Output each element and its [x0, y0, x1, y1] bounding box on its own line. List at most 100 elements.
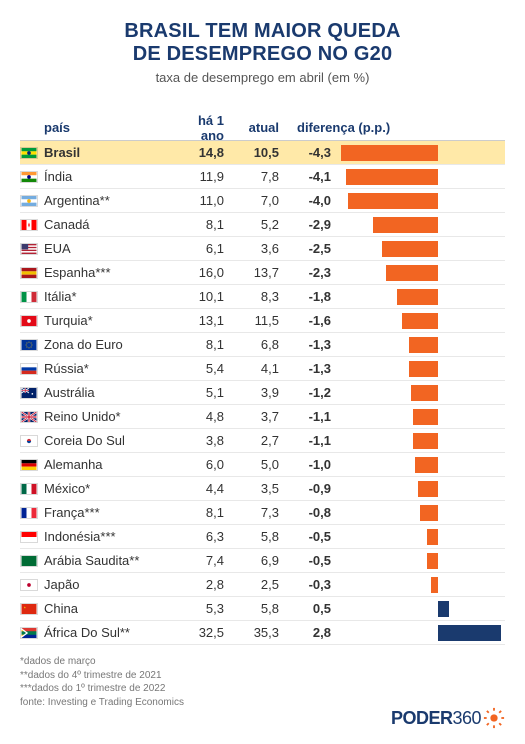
flag-icon — [20, 267, 42, 279]
cell-diff: -1,0 — [287, 457, 337, 472]
cell-curr: 7,0 — [232, 193, 287, 208]
cell-country: Reino Unido* — [42, 409, 172, 424]
cell-curr: 35,3 — [232, 625, 287, 640]
flag-icon — [20, 315, 42, 327]
cell-country: África Do Sul** — [42, 625, 172, 640]
diff-bar — [337, 549, 505, 572]
diff-bar — [337, 597, 505, 620]
cell-diff: -4,3 — [287, 145, 337, 160]
cell-prev: 11,0 — [172, 193, 232, 208]
cell-country: Alemanha — [42, 457, 172, 472]
cell-curr: 3,5 — [232, 481, 287, 496]
cell-diff: -2,9 — [287, 217, 337, 232]
header-country: país — [42, 120, 172, 135]
chart-subtitle: taxa de desemprego em abril (em %) — [20, 70, 505, 85]
table-row: Turquia* 13,1 11,5 -1,6 — [20, 309, 505, 333]
flag-icon — [20, 507, 42, 519]
diff-bar — [337, 501, 505, 524]
cell-curr: 6,8 — [232, 337, 287, 352]
table-row: Itália* 10,1 8,3 -1,8 — [20, 285, 505, 309]
cell-curr: 13,7 — [232, 265, 287, 280]
cell-diff: 2,8 — [287, 625, 337, 640]
table-row: Coreia Do Sul 3,8 2,7 -1,1 — [20, 429, 505, 453]
table-row: Espanha*** 16,0 13,7 -2,3 — [20, 261, 505, 285]
diff-bar — [337, 405, 505, 428]
diff-bar — [337, 141, 505, 164]
table-row: Argentina** 11,0 7,0 -4,0 — [20, 189, 505, 213]
flag-icon — [20, 531, 42, 543]
cell-country: Rússia* — [42, 361, 172, 376]
cell-country: EUA — [42, 241, 172, 256]
table-row: China 5,3 5,8 0,5 — [20, 597, 505, 621]
cell-curr: 11,5 — [232, 313, 287, 328]
cell-prev: 7,4 — [172, 553, 232, 568]
cell-prev: 5,4 — [172, 361, 232, 376]
cell-prev: 3,8 — [172, 433, 232, 448]
diff-bar — [337, 453, 505, 476]
cell-diff: -0,8 — [287, 505, 337, 520]
cell-curr: 7,3 — [232, 505, 287, 520]
cell-prev: 13,1 — [172, 313, 232, 328]
logo-num: 360 — [452, 708, 481, 729]
cell-diff: -1,3 — [287, 337, 337, 352]
table-row: México* 4,4 3,5 -0,9 — [20, 477, 505, 501]
table-row: Indonésia*** 6,3 5,8 -0,5 — [20, 525, 505, 549]
flag-icon — [20, 195, 42, 207]
table-row: Alemanha 6,0 5,0 -1,0 — [20, 453, 505, 477]
table-row: Austrália 5,1 3,9 -1,2 — [20, 381, 505, 405]
flag-icon — [20, 363, 42, 375]
cell-country: Brasil — [42, 145, 172, 160]
cell-curr: 3,6 — [232, 241, 287, 256]
cell-country: Arábia Saudita** — [42, 553, 172, 568]
cell-prev: 5,3 — [172, 601, 232, 616]
cell-prev: 6,0 — [172, 457, 232, 472]
diff-bar — [337, 573, 505, 596]
footnote-line: ***dados do 1º trimestre de 2022 — [20, 682, 505, 696]
cell-prev: 8,1 — [172, 217, 232, 232]
table-row: Rússia* 5,4 4,1 -1,3 — [20, 357, 505, 381]
flag-icon — [20, 339, 42, 351]
table-row: Índia 11,9 7,8 -4,1 — [20, 165, 505, 189]
header-prev: há 1 ano — [172, 113, 232, 143]
cell-diff: -4,0 — [287, 193, 337, 208]
table-row: Japão 2,8 2,5 -0,3 — [20, 573, 505, 597]
flag-icon — [20, 291, 42, 303]
diff-bar — [337, 237, 505, 260]
cell-diff: -0,3 — [287, 577, 337, 592]
flag-icon — [20, 411, 42, 423]
table-row: França*** 8,1 7,3 -0,8 — [20, 501, 505, 525]
cell-curr: 2,7 — [232, 433, 287, 448]
header-diff: diferença (p.p.) — [287, 120, 487, 135]
diff-bar — [337, 285, 505, 308]
cell-diff: -2,5 — [287, 241, 337, 256]
diff-bar — [337, 165, 505, 188]
flag-icon — [20, 555, 42, 567]
diff-bar — [337, 429, 505, 452]
cell-curr: 5,8 — [232, 601, 287, 616]
diff-bar — [337, 357, 505, 380]
cell-country: Coreia Do Sul — [42, 433, 172, 448]
cell-curr: 8,3 — [232, 289, 287, 304]
cell-curr: 6,9 — [232, 553, 287, 568]
diff-bar — [337, 309, 505, 332]
data-table: país há 1 ano atual diferença (p.p.) Bra… — [20, 115, 505, 645]
cell-curr: 5,2 — [232, 217, 287, 232]
cell-diff: -2,3 — [287, 265, 337, 280]
flag-icon — [20, 603, 42, 615]
header-curr: atual — [232, 120, 287, 135]
cell-country: México* — [42, 481, 172, 496]
cell-prev: 5,1 — [172, 385, 232, 400]
cell-country: Austrália — [42, 385, 172, 400]
cell-prev: 32,5 — [172, 625, 232, 640]
cell-curr: 3,9 — [232, 385, 287, 400]
table-row: EUA 6,1 3,6 -2,5 — [20, 237, 505, 261]
cell-diff: 0,5 — [287, 601, 337, 616]
cell-diff: -4,1 — [287, 169, 337, 184]
logo: PODER360 — [391, 707, 505, 729]
diff-bar — [337, 477, 505, 500]
cell-country: Argentina** — [42, 193, 172, 208]
footnotes: *dados de março**dados do 4º trimestre d… — [20, 655, 505, 709]
cell-prev: 6,3 — [172, 529, 232, 544]
flag-icon — [20, 219, 42, 231]
diff-bar — [337, 189, 505, 212]
